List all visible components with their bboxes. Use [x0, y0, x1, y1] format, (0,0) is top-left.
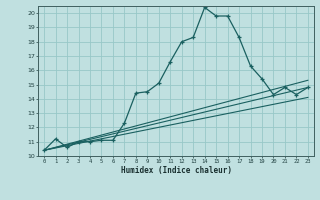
- X-axis label: Humidex (Indice chaleur): Humidex (Indice chaleur): [121, 166, 231, 175]
